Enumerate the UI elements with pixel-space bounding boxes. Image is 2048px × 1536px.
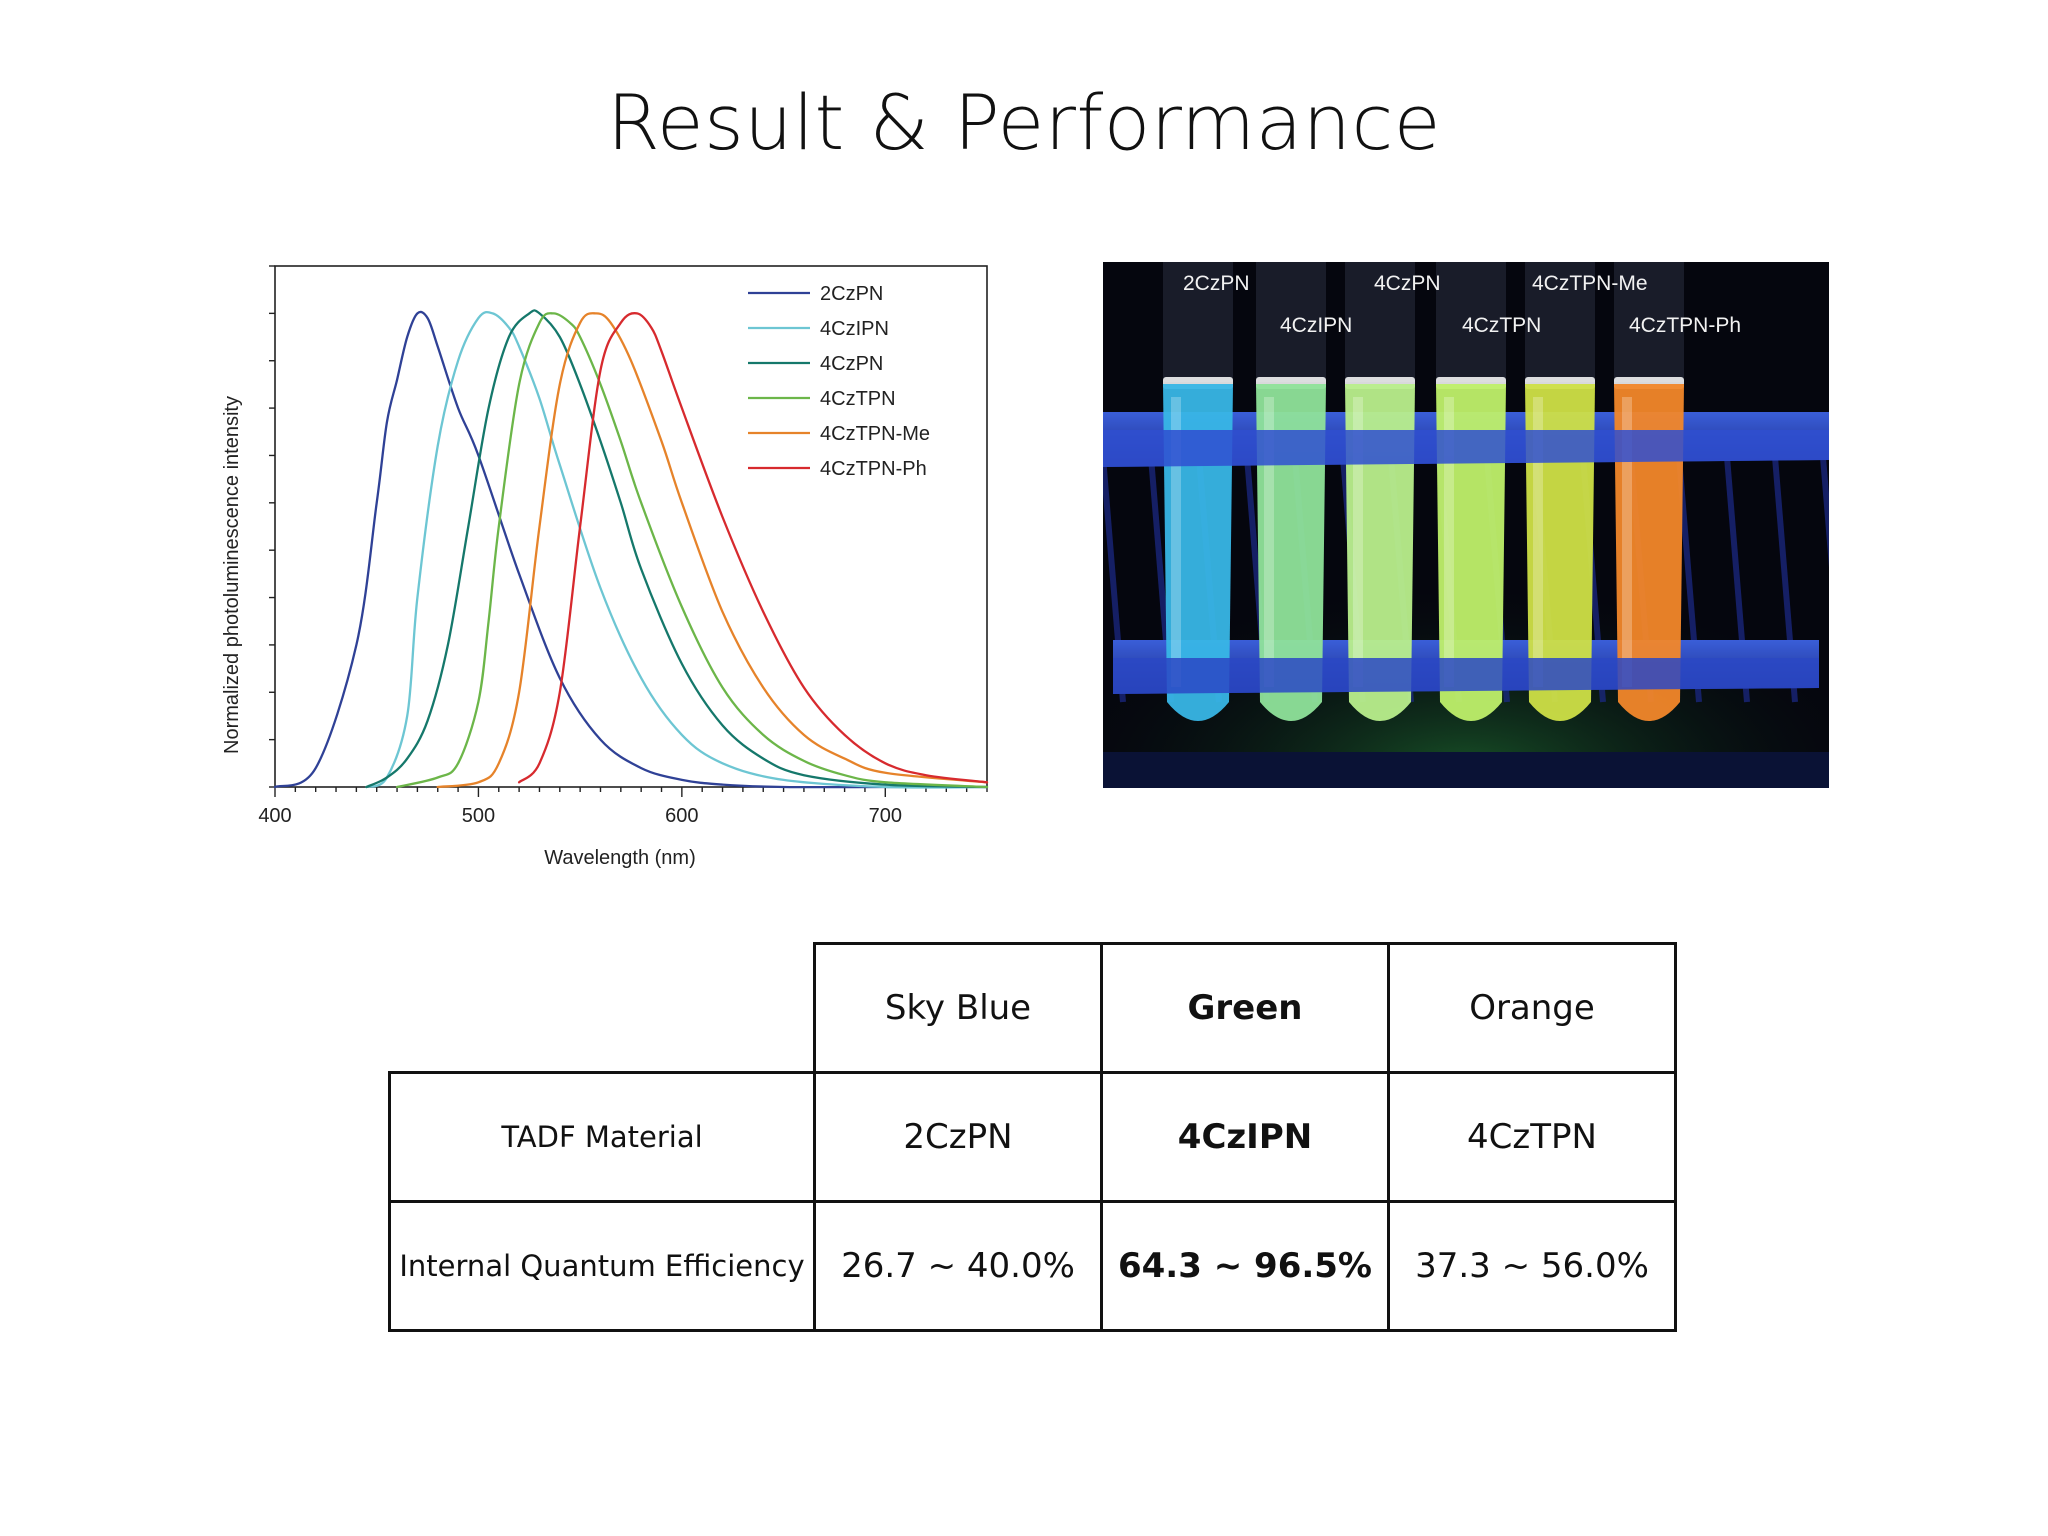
rack-base (1103, 752, 1829, 788)
table-header-cell: Sky Blue (813, 942, 1103, 1074)
tube-liquid (1525, 384, 1595, 721)
legend-label: 4CzTPN-Me (820, 423, 930, 445)
series-line-4cztpn-me (436, 312, 989, 789)
tube-highlight (1533, 397, 1543, 687)
series-line-4cztpn (395, 312, 989, 789)
tube-label: 4CzIPN (1280, 314, 1353, 337)
test-tube-4cztpn-ph (1614, 262, 1684, 721)
table-cell: 37.3 ~ 56.0% (1387, 1200, 1677, 1332)
rack-grid-bar (1820, 456, 1829, 568)
series-line-4cztpn-ph (517, 312, 989, 784)
series-line-4czpn (365, 309, 989, 789)
tube-highlight (1353, 397, 1363, 687)
tube-highlight (1444, 397, 1454, 687)
legend-label: 4CzIPN (820, 318, 889, 340)
x-axis-label: Wavelength (nm) (544, 847, 696, 869)
table-header-row: Sky Blue Green Orange (390, 942, 1677, 1074)
tube-glass-top (1436, 262, 1506, 382)
slide-title: Result & Performance (606, 78, 1441, 167)
test-tube-4cztpn (1436, 262, 1506, 721)
x-tick-label: 600 (665, 805, 698, 827)
tube-glass-top (1614, 262, 1684, 382)
tube-label: 4CzPN (1374, 272, 1441, 295)
legend-label: 4CzPN (820, 353, 883, 375)
tube-liquid (1345, 384, 1415, 721)
tube-liquid (1163, 384, 1233, 721)
tube-label: 2CzPN (1183, 272, 1250, 295)
legend-label: 4CzTPN-Ph (820, 458, 927, 480)
tube-label: 4CzTPN (1462, 314, 1542, 337)
series-line-2czpn (273, 310, 989, 789)
tube-label: 4CzTPN-Me (1532, 272, 1648, 295)
test-tube-2czpn (1163, 262, 1233, 721)
tube-glass-top (1345, 262, 1415, 382)
series-line-4czipn (365, 310, 989, 789)
table-cell: 64.3 ~ 96.5% (1100, 1200, 1390, 1332)
chart-series (273, 309, 989, 789)
pl-spectrum-chart: 400 500 600 700 2CzPN 4CzIPN 4CzPN 4CzTPN 4CzTP… (221, 265, 989, 869)
table-corner (390, 944, 815, 1073)
tube-liquid (1614, 384, 1684, 721)
x-tick-label: 400 (258, 805, 291, 827)
tube-glass-top (1256, 262, 1326, 382)
tube-glass-top (1163, 262, 1233, 382)
table-row-label: TADF Material (388, 1071, 816, 1203)
tube-highlight (1622, 397, 1632, 687)
table-row: TADF Material 2CzPN 4CzIPN 4CzTPN (388, 1071, 1677, 1203)
table-cell: 4CzTPN (1387, 1071, 1677, 1203)
test-tube-4cztpn-me (1525, 262, 1595, 721)
table-cell: 4CzIPN (1100, 1071, 1390, 1203)
x-tick-label: 500 (462, 805, 495, 827)
tube-highlight (1171, 397, 1181, 687)
table-cell: 2CzPN (813, 1071, 1103, 1203)
tube-liquid (1256, 384, 1326, 721)
performance-table: Sky Blue Green Orange TADF Material 2CzP… (388, 942, 1677, 1332)
table-header-cell: Green (1100, 942, 1390, 1074)
tube-liquid (1436, 384, 1506, 721)
test-tube-4czipn (1256, 262, 1326, 721)
tube-photo: 2CzPN 4CzIPN 4CzPN 4CzTPN 4CzTPN-Me 4CzTPN-Ph (1103, 262, 1829, 788)
table-header-cell: Orange (1387, 942, 1677, 1074)
chart-axes: 400 500 600 700 (258, 265, 988, 827)
tube-label: 4CzTPN-Ph (1629, 314, 1742, 337)
rack-upper-front (1103, 430, 1829, 467)
plot-frame (274, 265, 988, 788)
x-tick-label: 700 (869, 805, 902, 827)
tube-photo-drawing (1103, 262, 1829, 788)
table-row: Internal Quantum Efficiency 26.7 ~ 40.0%… (388, 1200, 1677, 1332)
table-cell: 26.7 ~ 40.0% (813, 1200, 1103, 1332)
tube-highlight (1264, 397, 1274, 687)
legend-label: 2CzPN (820, 283, 883, 305)
rack-lower-front (1113, 658, 1819, 694)
chart-legend: 2CzPN 4CzIPN 4CzPN 4CzTPN 4CzTPN-Me 4CzTPN-Ph (748, 283, 930, 480)
table-row-label: Internal Quantum Efficiency (388, 1200, 816, 1332)
legend-label: 4CzTPN (820, 388, 896, 410)
y-axis-label: Normalized photoluminescence intensity (221, 396, 243, 754)
tube-glass-top (1525, 262, 1595, 382)
test-tube-4czpn (1345, 262, 1415, 721)
